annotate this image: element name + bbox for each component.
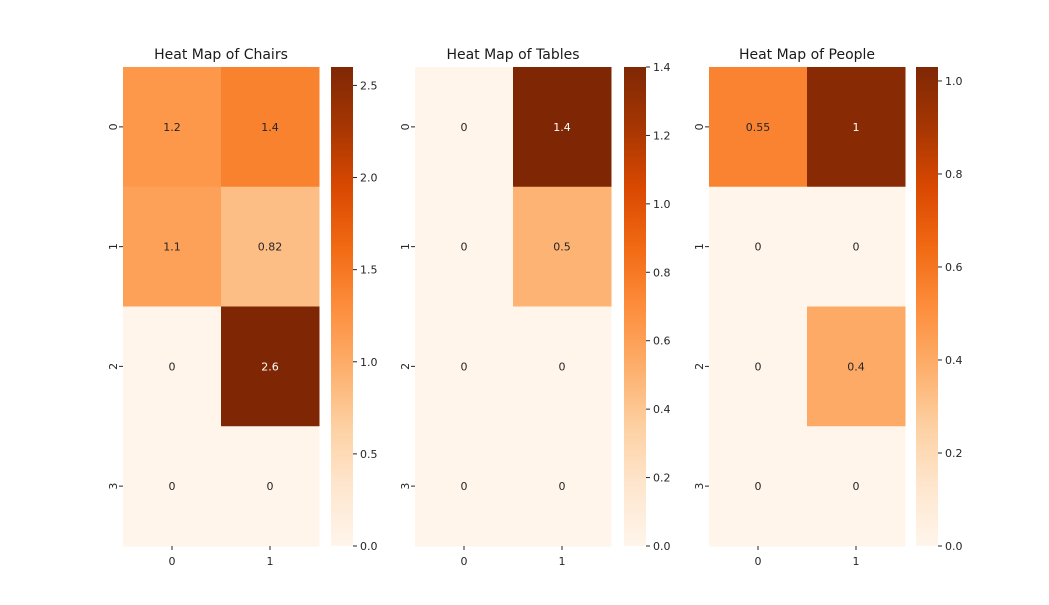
cell-value-label: 0 [755,480,762,493]
colorbar-tick-label: 1.0 [653,198,671,211]
heatmap-cell [123,426,222,547]
colorbar [331,67,353,546]
heatmap-panel-0: Heat Map of Chairs 1.2 1.4 1.1 0.82 0 2.6 0 0 0 1 2… [107,47,378,568]
panel-title: Heat Map of Chairs [154,47,288,63]
y-tick-label: 1 [107,243,120,250]
heatmap-panel-1: Heat Map of Tables 0 1.4 0 0.5 0 0 0 0 0 1 2 3 0 1 0.0 0… [399,47,671,568]
colorbar-tick-label: 1.5 [360,264,378,277]
cell-value-label: 0 [461,480,468,493]
y-tick-label: 2 [107,363,120,370]
cell-value-label: 0 [267,480,274,493]
y-tick-label: 0 [107,123,120,130]
heatmap-cell [123,186,222,307]
heatmap-cell [807,306,906,427]
heatmap-cell [415,67,514,188]
colorbar-tick-label: 0.6 [653,335,671,348]
colorbar-tick-label: 2.0 [360,172,378,185]
x-tick-label: 0 [461,555,468,568]
y-tick-label: 2 [399,363,412,370]
cell-value-label: 0.5 [553,241,571,254]
heatmap-cell [123,67,222,188]
y-tick-label: 0 [693,123,706,130]
y-tick-label: 3 [399,483,412,490]
colorbar-tick-label: 0.8 [945,168,963,181]
heatmap-cell [513,67,612,188]
cell-value-label: 0 [559,480,566,493]
colorbar-tick-label: 0.8 [653,266,671,279]
y-tick-label: 1 [399,243,412,250]
heatmap-cell [709,426,808,547]
colorbar-tick-label: 1.0 [945,75,963,88]
colorbar-tick-label: 0.2 [653,472,671,485]
cell-value-label: 0 [559,360,566,373]
colorbar-tick-label: 0.6 [945,261,963,274]
heatmap-cell [415,306,514,427]
cell-value-label: 0.55 [746,121,771,134]
cell-value-label: 0 [853,480,860,493]
colorbar [624,67,646,546]
colorbar-tick-label: 2.5 [360,79,378,92]
y-tick-label: 3 [107,483,120,490]
heatmap-cell [709,67,808,188]
colorbar-tick-label: 1.2 [653,129,671,142]
y-tick-label: 1 [693,243,706,250]
cell-value-label: 1.1 [163,241,181,254]
y-tick-label: 0 [399,123,412,130]
panel-title: Heat Map of Tables [446,47,579,63]
heatmap-panel-2: Heat Map of People 0.55 1 0 0 0 0.4 0 0 0 1 2 3 0 1 0.0… [693,47,963,568]
cell-value-label: 0 [755,360,762,373]
cell-value-label: 0.82 [258,241,283,254]
cell-value-label: 0 [169,480,176,493]
heatmap-cell [123,306,222,427]
x-tick-label: 0 [755,555,762,568]
colorbar-tick-label: 1.0 [360,356,378,369]
heatmap-cell [221,426,320,547]
cell-value-label: 2.6 [261,360,279,373]
x-tick-label: 0 [169,555,176,568]
heatmap-cell [221,306,320,427]
cell-value-label: 0.4 [847,360,865,373]
y-tick-label: 3 [693,483,706,490]
colorbar-tick-label: 0.0 [945,540,963,553]
colorbar-tick-label: 0.5 [360,448,378,461]
cell-value-label: 0 [461,241,468,254]
heatmap-cell [513,306,612,427]
heatmap-cell [709,186,808,307]
heatmap-cell [513,186,612,307]
heatmap-cell [807,67,906,188]
cell-value-label: 0 [169,360,176,373]
heatmap-cell [221,67,320,188]
heatmap-cell [807,186,906,307]
heatmap-cell [221,186,320,307]
colorbar-tick-label: 0.4 [945,354,963,367]
heatmap-cell [807,426,906,547]
colorbar [916,67,938,546]
cell-value-label: 0 [461,121,468,134]
x-tick-label: 1 [853,555,860,568]
heatmap-cell [513,426,612,547]
cell-value-label: 1.4 [261,121,279,134]
cell-value-label: 1 [853,121,860,134]
cell-value-label: 0 [853,241,860,254]
colorbar-tick-label: 0.2 [945,447,963,460]
heatmap-cell [415,186,514,307]
y-tick-label: 2 [693,363,706,370]
cell-value-label: 1.4 [553,121,571,134]
heatmap-cell [709,306,808,427]
cell-value-label: 1.2 [163,121,181,134]
colorbar-tick-label: 0.0 [653,540,671,553]
x-tick-label: 1 [559,555,566,568]
x-tick-label: 1 [267,555,274,568]
colorbar-tick-label: 0.0 [360,540,378,553]
cell-value-label: 0 [461,360,468,373]
panel-title: Heat Map of People [739,47,875,63]
heatmap-cell [415,426,514,547]
cell-value-label: 0 [755,241,762,254]
colorbar-tick-label: 1.4 [653,61,671,74]
colorbar-tick-label: 0.4 [653,403,671,416]
